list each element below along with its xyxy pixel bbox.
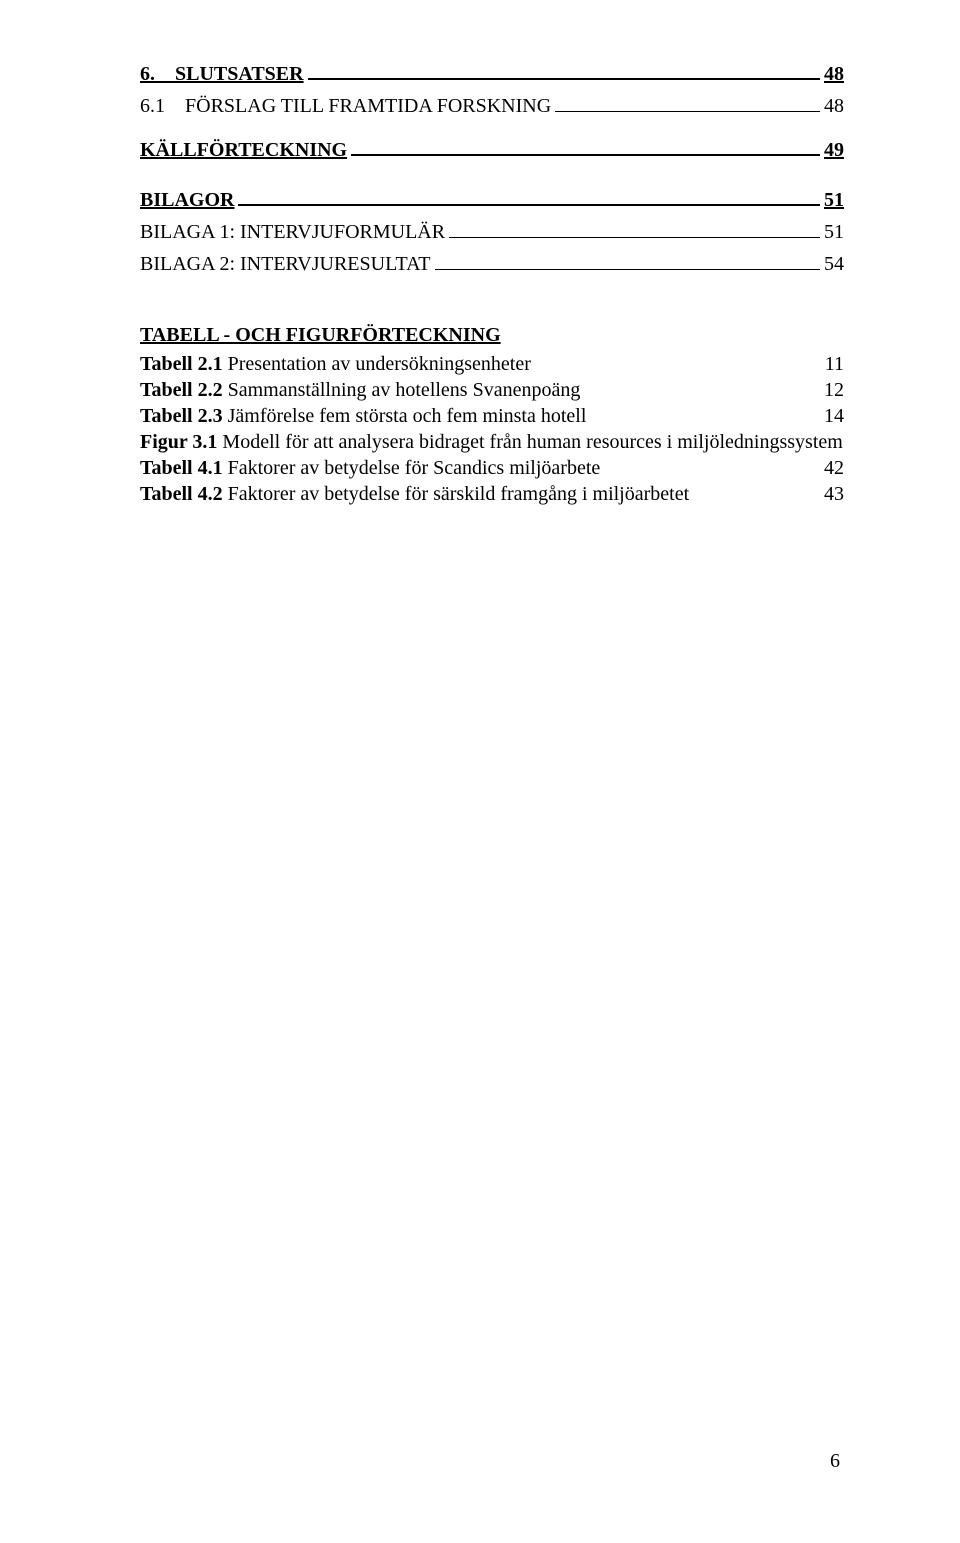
toc-bilaga1-page: 51	[824, 221, 844, 244]
page-container: 6. SLUTSATSER 48 6.1 FÖRSLAG TILL FRAMTI…	[0, 0, 960, 1543]
table-entry-row: Tabell 4.2 Faktorer av betydelse för sär…	[140, 483, 844, 506]
toc-slutsatser-line	[308, 60, 820, 80]
table-entry-bold: Tabell 2.3	[140, 405, 223, 427]
table-entry-row: Tabell 2.3 Jämförelse fem största och fe…	[140, 405, 844, 428]
toc-slutsatser: 6. SLUTSATSER 48	[140, 60, 844, 86]
toc-bilaga2-label: BILAGA 2: INTERVJURESULTAT	[140, 253, 431, 276]
toc-bilagor-page: 51	[824, 189, 844, 212]
table-entry-label: Tabell 2.2 Sammanställning av hotellens …	[140, 379, 580, 402]
table-entry-label: Tabell 2.1 Presentation av undersöknings…	[140, 353, 531, 376]
table-entry-row: Tabell 2.1 Presentation av undersöknings…	[140, 353, 844, 376]
toc-bilagor-label: BILAGOR	[140, 189, 234, 212]
table-entry-bold: Tabell 4.1	[140, 457, 223, 479]
table-entry-bold: Tabell 2.1	[140, 353, 223, 375]
toc-slutsatser-page: 48	[824, 63, 844, 86]
toc-forslag-text: FÖRSLAG TILL FRAMTIDA FORSKNING	[185, 95, 551, 117]
table-entry-text: Faktorer av betydelse för särskild framg…	[223, 483, 690, 505]
toc-slutsatser-text: SLUTSATSER	[175, 63, 304, 85]
toc-forslag-label: 6.1 FÖRSLAG TILL FRAMTIDA FORSKNING	[140, 95, 551, 118]
table-entry-page: 43	[824, 483, 844, 506]
toc-bilaga1-label: BILAGA 1: INTERVJUFORMULÄR	[140, 221, 445, 244]
table-entry-label: Tabell 4.1 Faktorer av betydelse för Sca…	[140, 457, 600, 480]
table-entry-text: Sammanställning av hotellens Svanenpoäng	[223, 379, 581, 401]
table-entry-label: Tabell 4.2 Faktorer av betydelse för sär…	[140, 483, 689, 506]
table-entries-container: Tabell 2.1 Presentation av undersöknings…	[140, 353, 844, 506]
toc-bilaga2: BILAGA 2: INTERVJURESULTAT 54	[140, 250, 844, 276]
table-entry-row: Tabell 4.1 Faktorer av betydelse för Sca…	[140, 457, 844, 480]
toc-bilagor: BILAGOR 51	[140, 186, 844, 212]
toc-forslag-number: 6.1	[140, 95, 165, 117]
table-entry-text: Faktorer av betydelse för Scandics miljö…	[223, 457, 601, 479]
table-entry-text: Jämförelse fem största och fem minsta ho…	[223, 405, 587, 427]
table-entry-row: Tabell 2.2 Sammanställning av hotellens …	[140, 379, 844, 402]
toc-forslag-line	[555, 92, 820, 112]
table-entry-page: 11	[825, 353, 844, 376]
table-entry-page: 42	[824, 457, 844, 480]
table-entry-row: Figur 3.1 Modell för att analysera bidra…	[140, 431, 844, 454]
toc-bilagor-line	[238, 186, 820, 206]
table-entry-page: 14	[824, 405, 844, 428]
toc-bilaga2-line	[435, 250, 820, 270]
table-entry-bold: Tabell 2.2	[140, 379, 223, 401]
table-entry-label: Figur 3.1 Modell för att analysera bidra…	[140, 431, 843, 454]
table-entry-bold: Tabell 4.2	[140, 483, 223, 505]
toc-bilaga1-line	[449, 218, 820, 238]
toc-forslag-page: 48	[824, 95, 844, 118]
toc-bilaga2-page: 54	[824, 253, 844, 276]
toc-kallforteckning: KÄLLFÖRTECKNING 49	[140, 136, 844, 162]
toc-forslag: 6.1 FÖRSLAG TILL FRAMTIDA FORSKNING 48	[140, 92, 844, 118]
toc-kall-line	[351, 136, 820, 156]
toc-kall-page: 49	[824, 139, 844, 162]
table-entry-page: 12	[824, 379, 844, 402]
table-entry-text: Presentation av undersökningsenheter	[223, 353, 531, 375]
toc-slutsatser-label: 6. SLUTSATSER	[140, 63, 304, 86]
table-heading: TABELL - OCH FIGURFÖRTECKNING	[140, 324, 844, 347]
table-entry-bold: Figur 3.1	[140, 431, 217, 453]
toc-slutsatser-number: 6.	[140, 63, 155, 85]
page-number: 6	[830, 1450, 840, 1473]
table-entry-text: Modell för att analysera bidraget från h…	[217, 431, 842, 453]
table-entry-label: Tabell 2.3 Jämförelse fem största och fe…	[140, 405, 586, 428]
toc-bilaga1: BILAGA 1: INTERVJUFORMULÄR 51	[140, 218, 844, 244]
toc-kall-label: KÄLLFÖRTECKNING	[140, 139, 347, 162]
